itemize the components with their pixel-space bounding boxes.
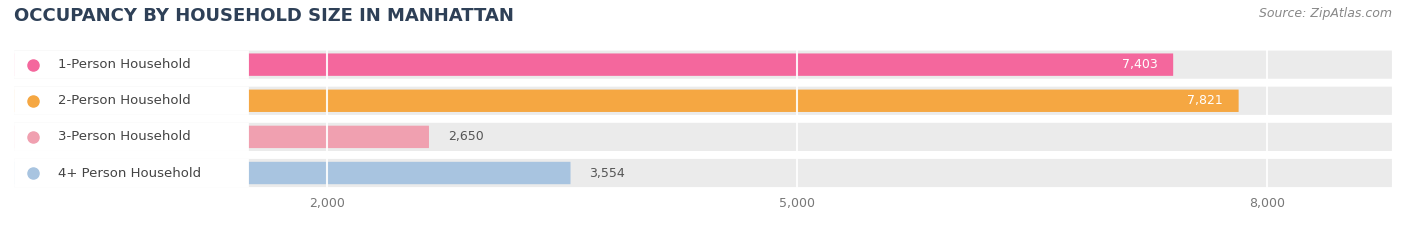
Text: 1-Person Household: 1-Person Household (58, 58, 191, 71)
Text: 3,554: 3,554 (589, 167, 626, 179)
FancyBboxPatch shape (14, 89, 1239, 112)
FancyBboxPatch shape (14, 87, 249, 115)
FancyBboxPatch shape (14, 87, 1392, 115)
FancyBboxPatch shape (14, 53, 1173, 76)
FancyBboxPatch shape (14, 162, 571, 184)
Text: 7,403: 7,403 (1122, 58, 1157, 71)
Text: 4+ Person Household: 4+ Person Household (58, 167, 201, 179)
FancyBboxPatch shape (14, 51, 249, 79)
Text: 2,650: 2,650 (447, 130, 484, 143)
FancyBboxPatch shape (14, 123, 1392, 151)
Text: OCCUPANCY BY HOUSEHOLD SIZE IN MANHATTAN: OCCUPANCY BY HOUSEHOLD SIZE IN MANHATTAN (14, 7, 515, 25)
FancyBboxPatch shape (14, 123, 249, 151)
Text: 2-Person Household: 2-Person Household (58, 94, 191, 107)
FancyBboxPatch shape (14, 51, 1392, 79)
Text: 3-Person Household: 3-Person Household (58, 130, 191, 143)
FancyBboxPatch shape (14, 159, 249, 187)
FancyBboxPatch shape (14, 159, 1392, 187)
FancyBboxPatch shape (14, 126, 429, 148)
Text: Source: ZipAtlas.com: Source: ZipAtlas.com (1258, 7, 1392, 20)
Text: 7,821: 7,821 (1187, 94, 1223, 107)
